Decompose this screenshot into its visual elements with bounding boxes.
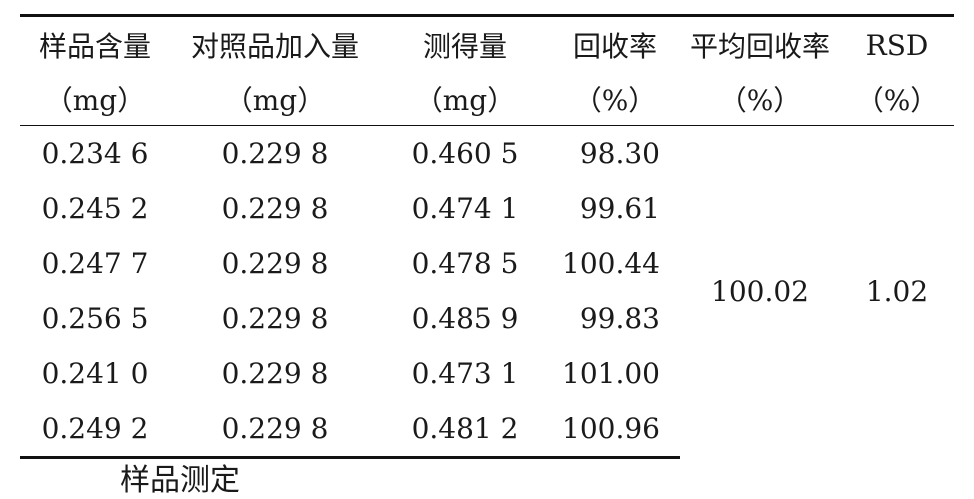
cell-measured-amount: 0.473 1 <box>411 357 519 390</box>
unit-recovery-rate: （%） <box>550 73 680 126</box>
header-measured-amount: 测得量 <box>380 14 550 73</box>
section-heading-partial: 样品测定 <box>120 463 240 498</box>
cell-measured-amount: 0.460 5 <box>411 137 519 170</box>
cell-sample-content: 0.245 2 <box>41 192 149 225</box>
cell-recovery-rate: 100.44 <box>562 247 660 280</box>
table-row: 0.241 0 0.229 8 0.473 1 101.00 <box>20 346 954 401</box>
table-row: 0.234 6 0.229 8 0.460 5 98.30 100.02 1.0… <box>20 126 954 308</box>
unit-measured-amount: （mg） <box>380 73 550 126</box>
cell-recovery-rate: 99.83 <box>579 302 660 335</box>
header-row-1: 样品含量 对照品加入量 测得量 回收率 平均回收率 RSD <box>20 14 954 73</box>
cell-recovery-rate: 101.00 <box>562 357 660 390</box>
recovery-table-container: 样品含量 对照品加入量 测得量 回收率 平均回收率 RSD （mg） （mg） … <box>20 14 954 459</box>
unit-rsd: （%） <box>840 73 954 126</box>
unit-sample-content: （mg） <box>20 73 170 126</box>
header-rsd: RSD <box>840 14 954 73</box>
cell-recovery-rate: 99.61 <box>579 192 660 225</box>
cell-sample-content: 0.256 5 <box>41 302 149 335</box>
cell-sample-content: 0.241 0 <box>41 357 149 390</box>
cell-reference-added: 0.229 8 <box>221 192 329 225</box>
cell-reference-added: 0.229 8 <box>221 247 329 280</box>
cell-recovery-rate: 98.30 <box>579 137 660 170</box>
header-reference-added: 对照品加入量 <box>170 14 380 73</box>
cell-reference-added: 0.229 8 <box>221 357 329 390</box>
header-sample-content: 样品含量 <box>20 14 170 73</box>
cell-sample-content: 0.249 2 <box>20 401 170 459</box>
unit-reference-added: （mg） <box>170 73 380 126</box>
unit-average-recovery: （%） <box>680 73 840 126</box>
cell-sample-content: 0.247 7 <box>41 247 149 280</box>
table-row: 0.247 7 0.229 8 0.478 5 100.44 <box>20 236 954 291</box>
header-average-recovery: 平均回收率 <box>680 14 840 73</box>
cell-sample-content: 0.234 6 <box>41 137 149 170</box>
cell-reference-added: 0.229 8 <box>221 137 329 170</box>
cell-measured-amount: 0.478 5 <box>411 247 519 280</box>
table-row: 0.256 5 0.229 8 0.485 9 99.83 <box>20 291 954 346</box>
cell-measured-amount: 0.481 2 <box>380 401 550 459</box>
cell-average-recovery: 100.02 <box>711 275 809 309</box>
table-row: 0.249 2 0.229 8 0.481 2 100.96 <box>20 401 954 459</box>
header-recovery-rate: 回收率 <box>550 14 680 73</box>
recovery-table: 样品含量 对照品加入量 测得量 回收率 平均回收率 RSD （mg） （mg） … <box>20 14 954 459</box>
header-row-2: （mg） （mg） （mg） （%） （%） （%） <box>20 73 954 126</box>
table-row: 0.245 2 0.229 8 0.474 1 99.61 <box>20 181 954 236</box>
cell-measured-amount: 0.485 9 <box>411 302 519 335</box>
cell-measured-amount: 0.474 1 <box>411 192 519 225</box>
cell-rsd: 1.02 <box>865 275 929 309</box>
cell-recovery-rate: 100.96 <box>550 401 680 459</box>
cell-reference-added: 0.229 8 <box>170 401 380 459</box>
cell-reference-added: 0.229 8 <box>221 302 329 335</box>
